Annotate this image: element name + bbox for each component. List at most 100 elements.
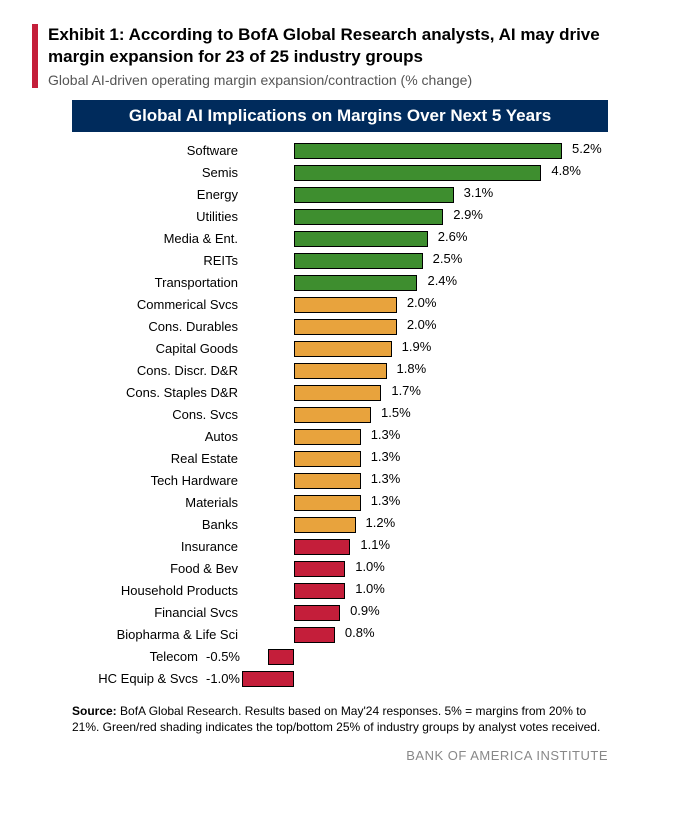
bar <box>294 583 346 599</box>
category-label: Utilities <box>72 209 242 224</box>
value-label: 1.7% <box>385 383 421 398</box>
accent-bar <box>32 24 38 88</box>
bar <box>294 231 428 247</box>
category-label: Autos <box>72 429 242 444</box>
category-label: Cons. Durables <box>72 319 242 334</box>
value-label: 2.6% <box>432 229 468 244</box>
bar-track: 2.6% <box>242 231 562 247</box>
value-label: 1.8% <box>391 361 427 376</box>
bar-chart: Software5.2%Semis4.8% Energy 3.1% Utilities… <box>32 140 648 689</box>
chart-row: Cons. Durables 2.0% <box>72 316 608 337</box>
category-label: Cons. Svcs <box>72 407 242 422</box>
value-label: 1.0% <box>349 581 385 596</box>
value-label: 1.0% <box>349 559 385 574</box>
bar <box>294 605 340 621</box>
bar-track: 3.1% <box>242 187 562 203</box>
exhibit-header: Exhibit 1: According to BofA Global Rese… <box>32 24 648 88</box>
source-text: BofA Global Research. Results based on M… <box>72 704 600 734</box>
bar-track: 1.0% <box>242 561 562 577</box>
bar <box>294 253 423 269</box>
chart-row: HC Equip & Svcs-1.0% <box>72 668 608 689</box>
exhibit-subtitle: Global AI-driven operating margin expans… <box>48 72 648 88</box>
bar <box>294 429 361 445</box>
bar <box>294 561 346 577</box>
bar-track: 1.1% <box>242 539 562 555</box>
bar <box>294 539 351 555</box>
value-label: 2.0% <box>401 317 437 332</box>
bar-track: 0.8% <box>242 627 562 643</box>
bar-track <box>242 671 562 687</box>
bar-track: 2.5% <box>242 253 562 269</box>
chart-row: Energy 3.1% <box>72 184 608 205</box>
chart-row: Capital Goods 1.9% <box>72 338 608 359</box>
value-label: 1.3% <box>365 449 401 464</box>
value-label: 1.9% <box>396 339 432 354</box>
bar-track: 1.9% <box>242 341 562 357</box>
value-label: 2.0% <box>401 295 437 310</box>
bar-track: 2.0% <box>242 319 562 335</box>
bar-track: 1.3% <box>242 495 562 511</box>
chart-row: Food & Bev 1.0% <box>72 558 608 579</box>
bar-track: 2.4% <box>242 275 562 291</box>
value-label: 1.5% <box>375 405 411 420</box>
category-label: Energy <box>72 187 242 202</box>
category-label: Food & Bev <box>72 561 242 576</box>
chart-row: Banks 1.2% <box>72 514 608 535</box>
value-label: 1.3% <box>365 427 401 442</box>
value-label: 1.2% <box>360 515 396 530</box>
chart-row: Software5.2% <box>72 140 608 161</box>
chart-row: Insurance1.1% <box>72 536 608 557</box>
chart-row: Autos 1.3% <box>72 426 608 447</box>
bar-track: 1.0% <box>242 583 562 599</box>
header-text: Exhibit 1: According to BofA Global Rese… <box>48 24 648 88</box>
category-label: Tech Hardware <box>72 473 242 488</box>
source-note: Source: BofA Global Research. Results ba… <box>72 703 608 735</box>
value-label: 1.3% <box>365 471 401 486</box>
category-label: Capital Goods <box>72 341 242 356</box>
bar-track: 4.8% <box>242 165 562 181</box>
bar-track: 5.2% <box>242 143 562 159</box>
category-label: Commerical Svcs <box>72 297 242 312</box>
chart-row: Cons. Svcs 1.5% <box>72 404 608 425</box>
chart-row: Financial Svcs0.9% <box>72 602 608 623</box>
value-label: -1.0% <box>202 671 242 686</box>
chart-row: Real Estate1.3% <box>72 448 608 469</box>
category-label: Transportation <box>72 275 242 290</box>
category-label: Financial Svcs <box>72 605 242 620</box>
chart-row: Biopharma & Life Sci0.8% <box>72 624 608 645</box>
bar-track: 1.3% <box>242 473 562 489</box>
value-label: 0.8% <box>339 625 375 640</box>
bar <box>294 495 361 511</box>
bar <box>294 627 335 643</box>
value-label: 2.4% <box>421 273 457 288</box>
bar <box>294 473 361 489</box>
value-label: 2.9% <box>447 207 483 222</box>
bar <box>294 517 356 533</box>
category-label: Household Products <box>72 583 242 598</box>
chart-row: Utilities 2.9% <box>72 206 608 227</box>
bar <box>294 165 542 181</box>
bar-track: 1.3% <box>242 451 562 467</box>
chart-row: Household Products 1.0% <box>72 580 608 601</box>
chart-row: Telecom-0.5% <box>72 646 608 667</box>
chart-row: Tech Hardware 1.3% <box>72 470 608 491</box>
category-label: Insurance <box>72 539 242 554</box>
category-label: Cons. Discr. D&R <box>72 363 242 378</box>
category-label: Banks <box>72 517 242 532</box>
bar-track: 1.5% <box>242 407 562 423</box>
bar-track: 1.8% <box>242 363 562 379</box>
bar <box>294 363 387 379</box>
bar <box>294 275 418 291</box>
bar <box>294 143 562 159</box>
chart-row: Semis4.8% <box>72 162 608 183</box>
bar-track: 1.2% <box>242 517 562 533</box>
chart-row: Transportation 2.4% <box>72 272 608 293</box>
value-label: 3.1% <box>458 185 494 200</box>
chart-row: Cons. Discr. D&R 1.8% <box>72 360 608 381</box>
value-label: 2.5% <box>427 251 463 266</box>
bar-track: 1.3% <box>242 429 562 445</box>
bar <box>294 407 371 423</box>
chart-row: Media & Ent.2.6% <box>72 228 608 249</box>
category-label: REITs <box>72 253 242 268</box>
bar-track: 0.9% <box>242 605 562 621</box>
